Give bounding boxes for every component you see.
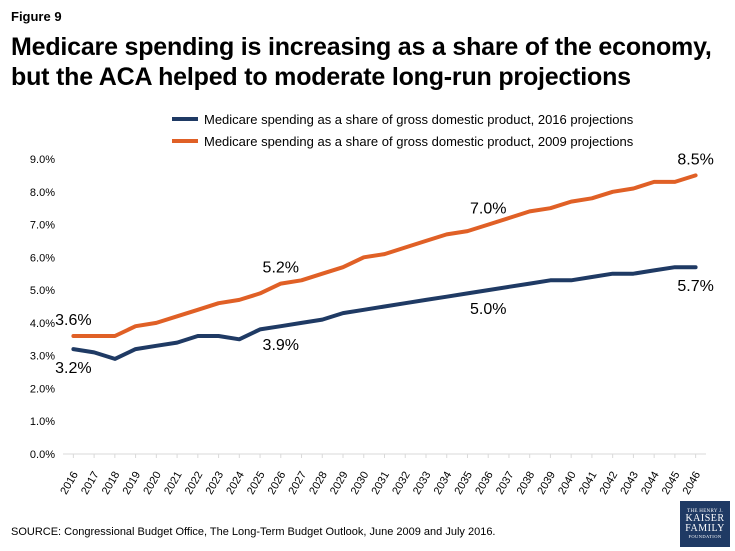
x-tick-label: 2018	[100, 470, 123, 497]
x-tick-label: 2028	[307, 470, 330, 497]
x-tick-label: 2035	[452, 470, 475, 497]
x-tick-label: 2026	[266, 470, 289, 497]
x-tick-label: 2022	[183, 470, 206, 497]
x-tick-label: 2021	[162, 470, 185, 497]
chart-legend: Medicare spending as a share of gross do…	[172, 108, 633, 152]
y-tick-label: 1.0%	[30, 416, 55, 428]
x-tick-label: 2031	[369, 470, 392, 497]
x-tick-label: 2041	[577, 470, 600, 497]
data-label: 5.2%	[263, 260, 299, 277]
data-label: 8.5%	[677, 151, 713, 168]
y-tick-label: 0.0%	[30, 449, 55, 461]
legend-item-2009: Medicare spending as a share of gross do…	[172, 130, 633, 152]
y-tick-label: 4.0%	[30, 318, 55, 330]
x-tick-label: 2044	[639, 470, 662, 497]
data-label: 5.7%	[677, 278, 713, 295]
data-label: 3.2%	[55, 360, 91, 377]
legend-swatch-2016	[172, 117, 198, 121]
x-tick-label: 2034	[432, 470, 455, 497]
logo-line-4: FOUNDATION	[688, 534, 722, 539]
logo-line-3: FAMILY	[685, 523, 725, 534]
legend-label-2009: Medicare spending as a share of gross do…	[204, 133, 634, 149]
y-tick-label: 2.0%	[30, 383, 55, 395]
y-tick-label: 7.0%	[30, 220, 55, 232]
y-tick-label: 9.0%	[30, 154, 55, 166]
x-tick-label: 2027	[286, 470, 309, 497]
x-tick-label: 2019	[121, 470, 144, 497]
y-tick-label: 8.0%	[30, 187, 55, 199]
x-tick-label: 2024	[224, 470, 247, 497]
data-label: 3.9%	[263, 337, 299, 354]
legend-label-2016: Medicare spending as a share of gross do…	[204, 111, 634, 127]
data-label: 7.0%	[470, 201, 506, 218]
x-tick-label: 2043	[618, 470, 641, 497]
x-tick-label: 2030	[349, 470, 372, 497]
figure-label: Figure 9	[11, 9, 62, 24]
chart-title: Medicare spending is increasing as a sha…	[11, 33, 712, 91]
series-line-2016	[71, 265, 698, 361]
x-tick-label: 2037	[494, 470, 517, 497]
x-tick-label: 2016	[58, 470, 81, 497]
legend-swatch-2009	[172, 139, 198, 143]
logo-line-2: KAISER	[685, 513, 725, 524]
y-tick-label: 3.0%	[30, 351, 55, 363]
x-tick-label: 2040	[556, 470, 579, 497]
x-tick-label: 2025	[245, 470, 268, 497]
y-tick-label: 5.0%	[30, 285, 55, 297]
line-chart: 0.0% 1.0% 2.0% 3.0% 4.0% 5.0% 6.0% 7.0% 8.0% 9.0%…	[30, 151, 714, 497]
source-note: SOURCE: Congressional Budget Office, The…	[11, 526, 496, 538]
x-tick-label: 2036	[473, 470, 496, 497]
x-tick-label: 2033	[411, 470, 434, 497]
series-line-2009	[71, 173, 698, 338]
kff-logo: THE HENRY J. KAISER FAMILY FOUNDATION	[680, 501, 730, 547]
x-tick-label: 2038	[515, 470, 538, 497]
x-tick-label: 2017	[79, 470, 102, 497]
x-tick-label: 2045	[660, 470, 683, 497]
y-tick-label: 6.0%	[30, 252, 55, 264]
x-tick-label: 2020	[141, 470, 164, 497]
data-label: 3.6%	[55, 312, 91, 329]
x-tick-label: 2023	[204, 470, 227, 497]
data-label: 5.0%	[470, 301, 506, 318]
x-tick-label: 2046	[681, 470, 704, 497]
x-tick-label: 2029	[328, 470, 351, 497]
logo-line-1: THE HENRY J.	[687, 509, 723, 514]
legend-item-2016: Medicare spending as a share of gross do…	[172, 108, 633, 130]
x-tick-label: 2032	[390, 470, 413, 497]
x-tick-label: 2039	[535, 470, 558, 497]
x-tick-label: 2042	[598, 470, 621, 497]
